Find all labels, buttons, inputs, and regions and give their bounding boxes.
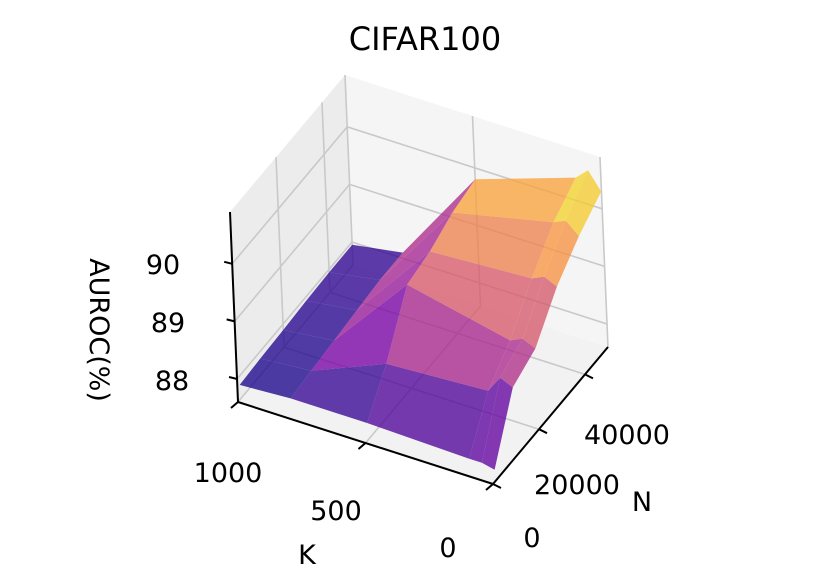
y-axis-line bbox=[492, 346, 609, 485]
surface-face bbox=[544, 220, 579, 287]
z-tick bbox=[226, 318, 235, 323]
surface-face bbox=[407, 251, 532, 341]
surface-plot bbox=[239, 170, 602, 470]
x-tick bbox=[230, 401, 239, 409]
surface-face bbox=[306, 272, 380, 311]
z-axis-label: AUROC(%) bbox=[83, 258, 114, 402]
surface-face bbox=[329, 244, 403, 280]
x-tick-label: 500 bbox=[310, 496, 362, 527]
surface-face bbox=[565, 170, 602, 237]
z-tick bbox=[228, 375, 238, 380]
y-tick-label: 0 bbox=[523, 523, 540, 554]
surface-face bbox=[452, 177, 576, 223]
x-tick bbox=[357, 442, 367, 450]
axis-ticks bbox=[223, 260, 594, 491]
surface-face bbox=[500, 338, 536, 388]
surface-face bbox=[510, 276, 545, 341]
grid-line bbox=[231, 126, 348, 265]
chart-title: CIFAR100 bbox=[349, 20, 501, 58]
grid-line bbox=[321, 102, 331, 293]
grid-line bbox=[236, 241, 353, 380]
x-tick-label: 0 bbox=[439, 533, 456, 564]
surface-face bbox=[379, 179, 476, 280]
x-tick bbox=[485, 483, 494, 491]
surface-face bbox=[311, 284, 408, 371]
grid-line bbox=[275, 157, 285, 348]
z-tick-label: 88 bbox=[155, 366, 189, 397]
z-tick bbox=[223, 260, 233, 265]
z-axis-line bbox=[229, 211, 239, 403]
surface-face bbox=[429, 212, 554, 279]
y-tick bbox=[584, 373, 594, 380]
surface-face bbox=[522, 276, 557, 349]
z-tick-label: 90 bbox=[146, 250, 180, 281]
y-tick-label: 40000 bbox=[584, 420, 670, 451]
surface-face bbox=[386, 284, 511, 391]
y-tick bbox=[538, 428, 548, 435]
surface-face bbox=[469, 377, 501, 463]
x-tick-label: 1000 bbox=[194, 458, 263, 489]
surface-face bbox=[283, 300, 357, 341]
surface-face bbox=[531, 220, 566, 279]
surface-face bbox=[488, 338, 523, 391]
y-tick-label: 20000 bbox=[534, 470, 620, 501]
z-tick-label: 89 bbox=[151, 308, 185, 339]
surface-face bbox=[367, 363, 489, 459]
y-tick bbox=[492, 483, 502, 489]
surface-face bbox=[239, 358, 312, 399]
surface-face bbox=[553, 170, 588, 223]
grid-line bbox=[344, 74, 354, 266]
grid-line bbox=[599, 156, 609, 348]
surface-face bbox=[356, 212, 453, 311]
surface-face bbox=[290, 363, 387, 423]
surface-face bbox=[334, 251, 430, 341]
surface-face bbox=[260, 329, 334, 371]
y-axis-label: N bbox=[632, 487, 652, 518]
surface-face bbox=[481, 377, 513, 470]
x-axis-label: K bbox=[298, 540, 317, 571]
grid-line bbox=[233, 183, 351, 322]
